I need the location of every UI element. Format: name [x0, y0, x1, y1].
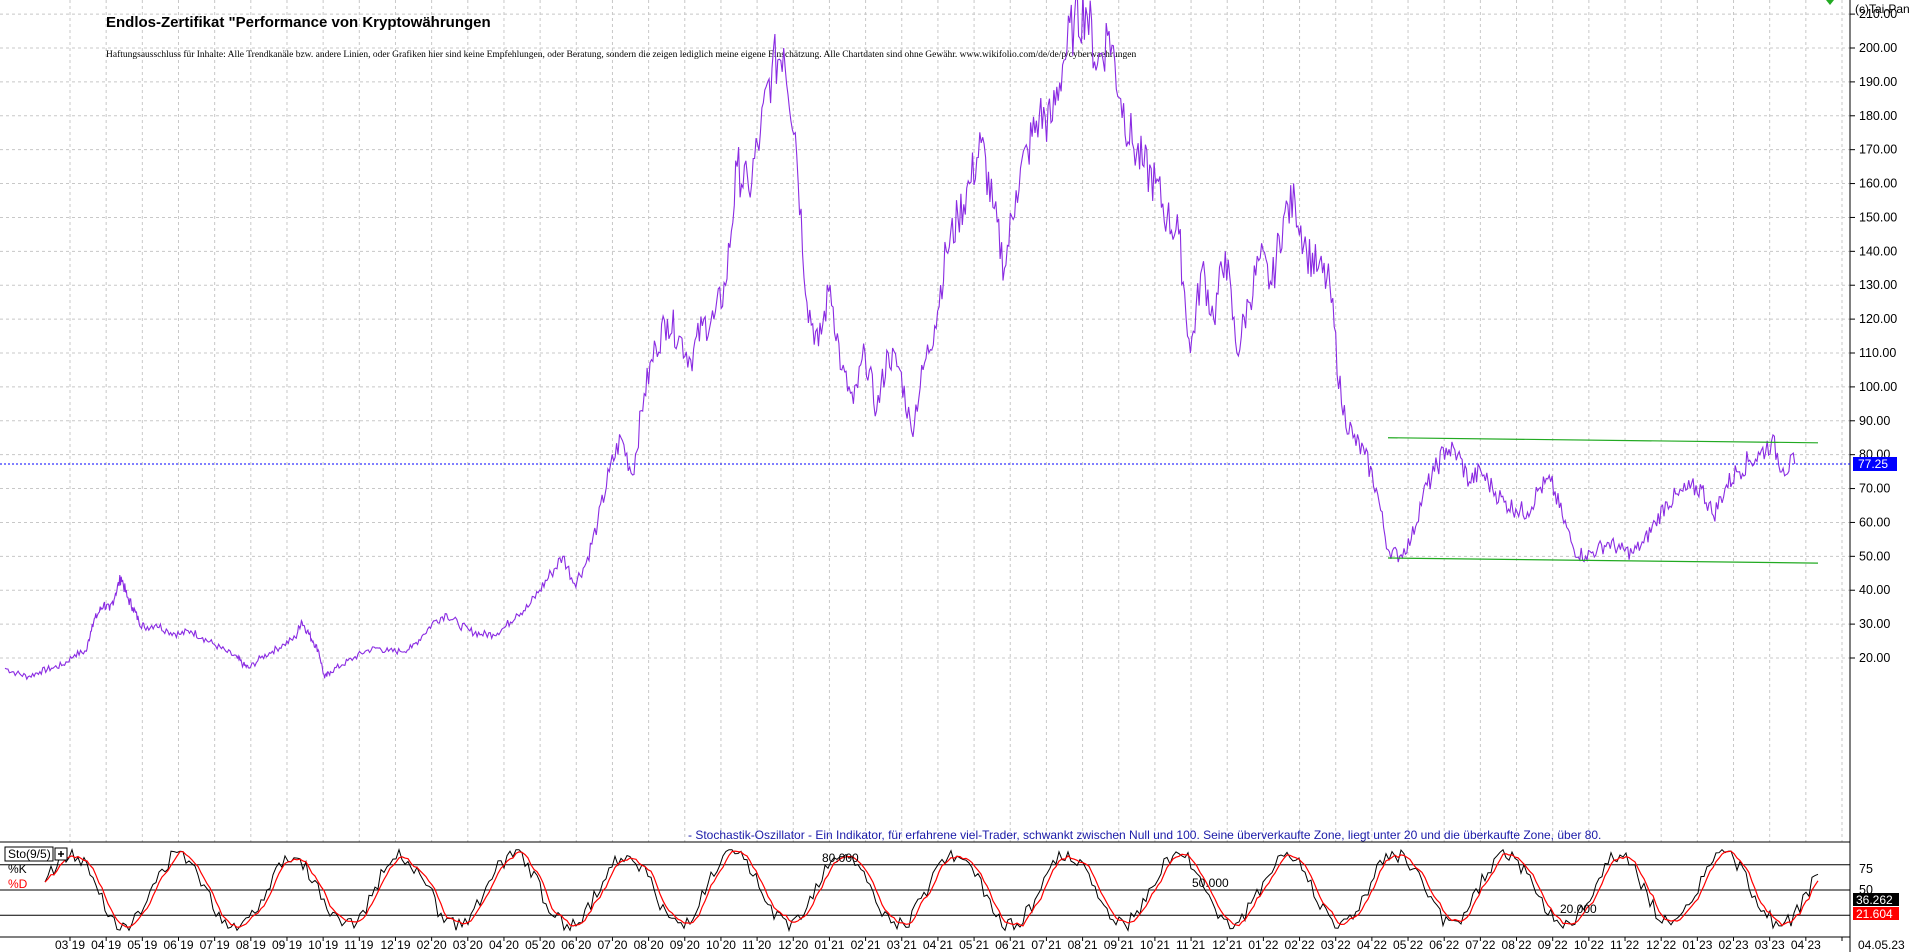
expand-icon[interactable] — [55, 848, 67, 860]
y-tick-label: 90.00 — [1859, 414, 1890, 428]
x-tick-label: 09 19 — [272, 938, 302, 952]
x-tick-label: 02 23 — [1719, 938, 1749, 952]
d-value-tag: 21.604 — [1853, 907, 1899, 921]
x-tick-label: 12 20 — [778, 938, 808, 952]
x-tick-label: 04 19 — [91, 938, 121, 952]
x-tick-label: 12 19 — [380, 938, 410, 952]
x-tick-label: 03 20 — [453, 938, 483, 952]
x-tick-label: 01 21 — [814, 938, 844, 952]
x-tick-label: 06 20 — [561, 938, 591, 952]
x-tick-label: 11 19 — [344, 938, 373, 952]
x-tick-label: 06 22 — [1429, 938, 1459, 952]
x-tick-label: 06 21 — [995, 938, 1025, 952]
d-value: 21.604 — [1856, 907, 1893, 921]
k-value: 36.262 — [1856, 893, 1893, 907]
x-tick-label: 08 22 — [1502, 938, 1532, 952]
y-tick-label: 110.00 — [1859, 346, 1896, 360]
level-50-label: 50.000 — [1192, 876, 1229, 890]
x-tick-label: 04.05.23 — [1858, 938, 1905, 952]
y-tick-label: 160.00 — [1859, 177, 1897, 191]
y-tick-label: 60.00 — [1859, 515, 1890, 529]
x-tick-label: 05 21 — [959, 938, 989, 952]
y-tick-label: 100.00 — [1859, 380, 1897, 394]
stoch-d-line — [45, 851, 1818, 927]
x-tick-label: 08 19 — [236, 938, 266, 952]
y-tick-label: 70.00 — [1859, 482, 1890, 496]
x-tick-label: 02 20 — [417, 938, 447, 952]
y-tick-label: 190.00 — [1859, 75, 1897, 89]
y-tick-label: 140.00 — [1859, 244, 1897, 258]
x-tick-label: 05 20 — [525, 938, 555, 952]
last-price-value: 77.25 — [1858, 457, 1888, 471]
k-legend: %K — [8, 862, 27, 876]
y-tick-label: 130.00 — [1859, 278, 1897, 292]
osc-y-tick-label: 75 — [1859, 862, 1873, 876]
d-legend: %D — [8, 877, 28, 891]
x-tick-label: 02 22 — [1285, 938, 1315, 952]
x-tick-label: 03 19 — [55, 938, 85, 952]
x-tick-label: 02 21 — [851, 938, 881, 952]
x-tick-label: 09 20 — [670, 938, 700, 952]
oscillator-note: - Stochastik-Oszillator - Ein Indikator,… — [688, 828, 1601, 842]
x-tick-label: 07 19 — [200, 938, 230, 952]
x-tick-label: 07 22 — [1465, 938, 1495, 952]
x-tick-label: 05 19 — [127, 938, 157, 952]
x-tick-label: 03 21 — [887, 938, 917, 952]
y-axis: 20.0030.0040.0050.0060.0070.0080.0090.00… — [1850, 7, 1897, 897]
level-80-label: 80.000 — [822, 851, 859, 865]
x-tick-label: 10 22 — [1574, 938, 1604, 952]
x-tick-label: 12 22 — [1646, 938, 1676, 952]
indicator-name: Sto(9/5) — [8, 847, 51, 861]
x-tick-label: 09 21 — [1104, 938, 1134, 952]
x-tick-label: 07 20 — [597, 938, 627, 952]
y-tick-label: 50.00 — [1859, 549, 1890, 563]
x-tick-label: 12 21 — [1212, 938, 1242, 952]
y-tick-label: 20.00 — [1859, 651, 1890, 665]
x-tick-label: 09 22 — [1538, 938, 1568, 952]
x-tick-label: 07 21 — [1031, 938, 1061, 952]
x-tick-label: 03 22 — [1321, 938, 1351, 952]
y-tick-label: 40.00 — [1859, 583, 1890, 597]
k-value-tag: 36.262 — [1853, 893, 1899, 907]
y-tick-label: 150.00 — [1859, 210, 1897, 224]
x-tick-label: 06 19 — [163, 938, 193, 952]
x-tick-label: 10 20 — [706, 938, 736, 952]
x-tick-label: 04 21 — [923, 938, 953, 952]
x-tick-label: 05 22 — [1393, 938, 1423, 952]
x-tick-label: 10 19 — [308, 938, 338, 952]
x-tick-label: 04 20 — [489, 938, 519, 952]
x-tick-label: 11 20 — [742, 938, 771, 952]
y-tick-label: 30.00 — [1859, 617, 1890, 631]
x-tick-label: 01 23 — [1682, 938, 1712, 952]
y-tick-label: 200.00 — [1859, 41, 1897, 55]
y-tick-label: 210.00 — [1859, 7, 1897, 21]
x-tick-label: 11 22 — [1610, 938, 1639, 952]
y-tick-label: 180.00 — [1859, 109, 1897, 123]
last-price-tag: 77.25 — [1853, 457, 1897, 471]
x-tick-label: 11 21 — [1176, 938, 1205, 952]
disclaimer-text: Haftungsausschluss für Inhalte: Alle Tre… — [106, 49, 1137, 60]
x-tick-label: 03 23 — [1755, 938, 1785, 952]
x-tick-label: 04 23 — [1791, 938, 1821, 952]
x-tick-label: 08 21 — [1068, 938, 1098, 952]
chart-title: Endlos-Zertifikat "Performance von Krypt… — [106, 14, 491, 31]
x-tick-label: 01 22 — [1248, 938, 1278, 952]
x-tick-label: 04 22 — [1357, 938, 1387, 952]
level-20-label: 20.000 — [1560, 902, 1597, 916]
y-tick-label: 120.00 — [1859, 312, 1897, 326]
y-tick-label: 170.00 — [1859, 143, 1897, 157]
x-tick-label: 08 20 — [634, 938, 664, 952]
x-tick-label: 10 21 — [1140, 938, 1170, 952]
